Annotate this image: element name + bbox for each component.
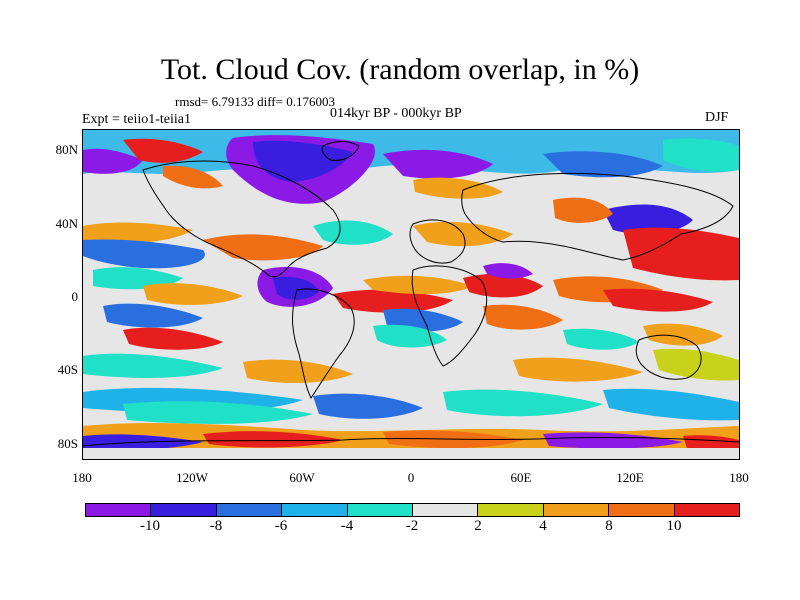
cloud-cover-map: [83, 130, 739, 459]
stats-text: rmsd= 6.79133 diff= 0.176003: [175, 94, 335, 109]
legend-swatch-6: [478, 504, 544, 516]
legend-swatch-0: [86, 504, 152, 516]
experiment-label: Expt = teiio1-teiia1: [82, 112, 191, 127]
legend-swatch-9: [674, 504, 740, 516]
legend-swatch-8: [609, 504, 675, 516]
legend-swatch-7: [543, 504, 610, 516]
season-label: DJF: [705, 110, 729, 125]
lat-label-40n: 40N: [55, 216, 78, 231]
legend-label: -2: [405, 518, 419, 534]
lon-label-60e: 60E: [510, 470, 532, 485]
legend-label: 2: [474, 518, 482, 534]
color-legend-bar: [85, 503, 740, 517]
legend-swatch-1: [151, 504, 217, 516]
legend-label: 4: [539, 518, 547, 534]
lon-label-180e: 180: [729, 470, 749, 485]
legend-label: -6: [274, 518, 288, 534]
lat-label-40s: 40S: [57, 362, 78, 377]
legend-swatch-5: [413, 504, 479, 516]
legend-swatch-3: [282, 504, 348, 516]
lat-label-0: 0: [71, 289, 79, 304]
legend-label: -10: [140, 518, 160, 534]
lon-label-0: 0: [407, 470, 415, 485]
period-label: 014kyr BP - 000kyr BP: [330, 106, 462, 121]
lon-label-180w: 180: [72, 470, 92, 485]
lon-label-120e: 120E: [616, 470, 644, 485]
legend-label: -4: [340, 518, 354, 534]
lon-label-60w: 60W: [289, 470, 315, 485]
legend-label: 10: [666, 518, 682, 534]
map-title: Tot. Cloud Cov. (random overlap, in %): [160, 53, 640, 86]
lat-label-80n: 80N: [55, 142, 78, 157]
legend-swatch-4: [347, 504, 414, 516]
legend-label: 8: [605, 518, 613, 534]
lon-label-120w: 120W: [176, 470, 208, 485]
legend-swatch-2: [216, 504, 283, 516]
legend-label: -8: [209, 518, 223, 534]
map-panel: [82, 129, 740, 460]
lat-label-80s: 80S: [57, 436, 78, 451]
